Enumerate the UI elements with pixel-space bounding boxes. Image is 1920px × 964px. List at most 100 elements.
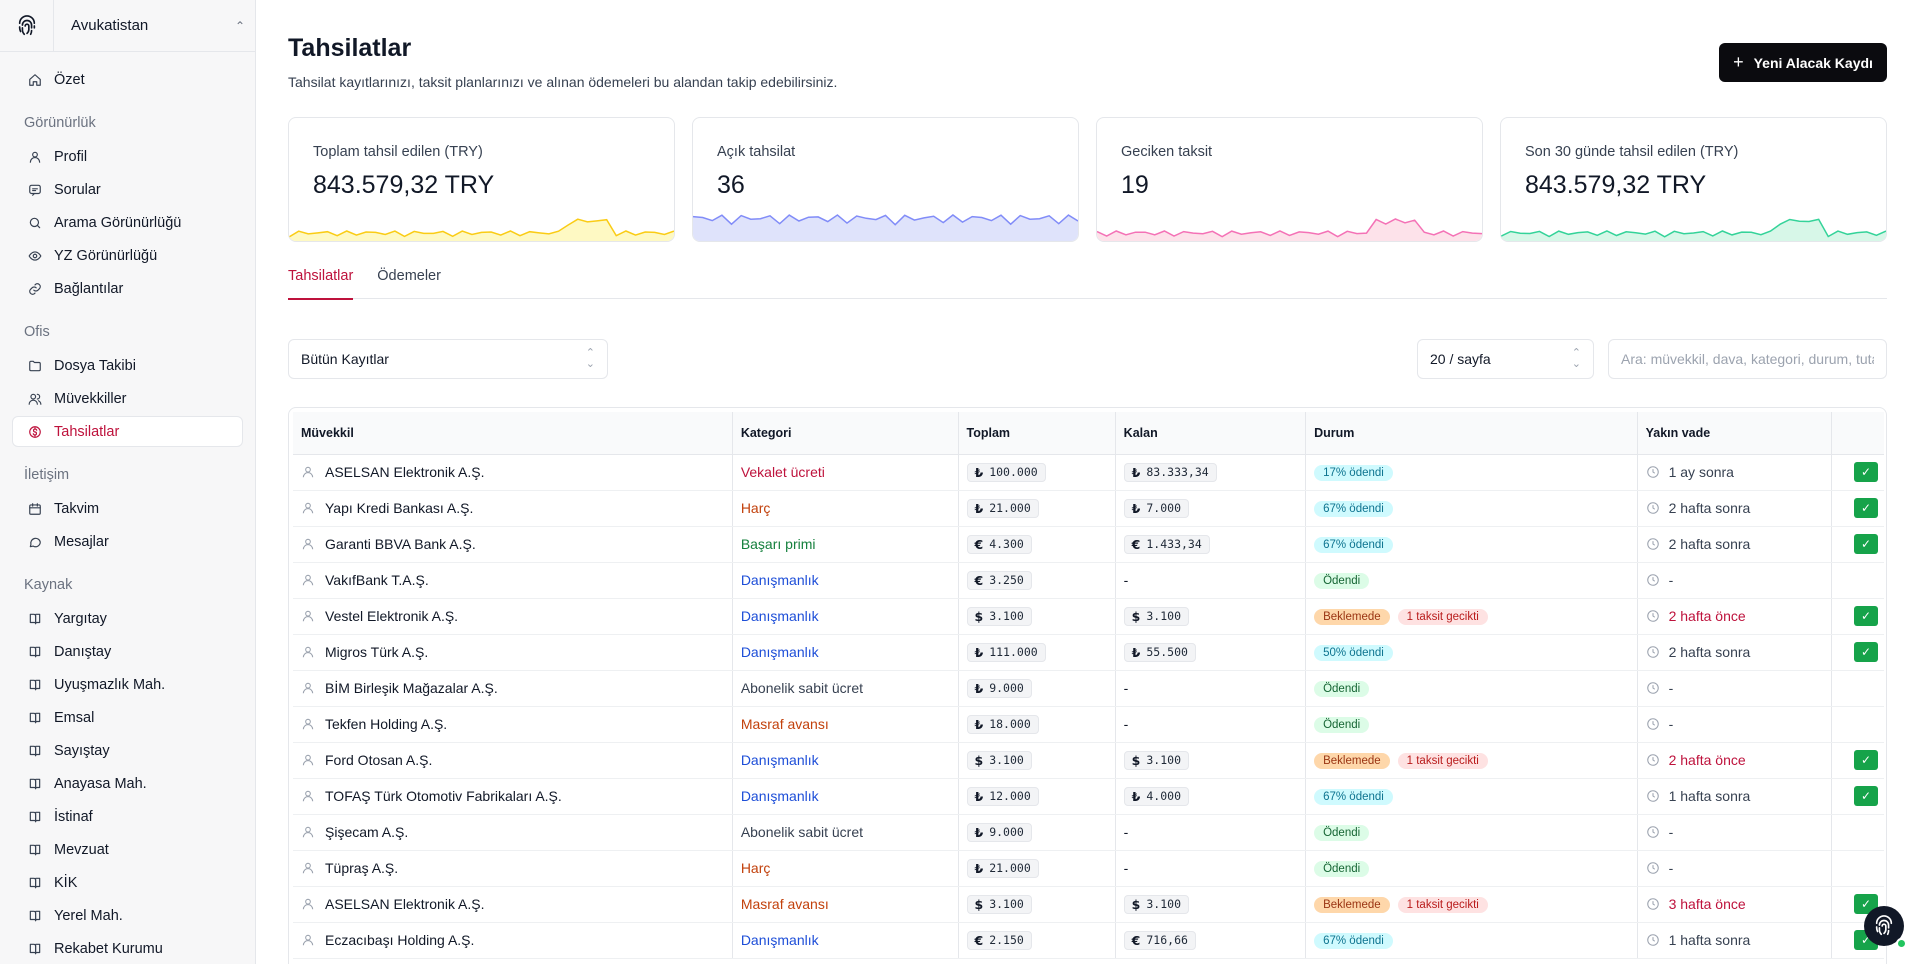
client-name[interactable]: Eczacıbaşı Holding A.Ş. — [325, 932, 475, 948]
table-row[interactable]: VakıfBank T.A.Ş. Danışmanlık €3.250 - Ödendi… — [293, 562, 1884, 599]
table-row[interactable]: Tekfen Holding A.Ş. Masraf avansı ₺ 18.000 -… — [293, 706, 1884, 743]
sidebar-item-özet[interactable]: Özet — [12, 64, 243, 95]
total-value: 9.000 — [989, 681, 1024, 695]
column-header[interactable]: Kalan — [1115, 412, 1307, 455]
client-name[interactable]: Şişecam A.Ş. — [325, 824, 409, 840]
sidebar-item-danıştay[interactable]: Danıştay — [12, 636, 243, 667]
clock-icon — [1646, 466, 1659, 478]
client-name[interactable]: ASELSAN Elektronik A.Ş. — [325, 464, 485, 480]
mark-paid-button[interactable]: ✓ — [1854, 606, 1879, 626]
client-name[interactable]: Migros Türk A.Ş. — [325, 644, 429, 660]
chat-icon — [29, 537, 41, 547]
mark-paid-button[interactable]: ✓ — [1854, 534, 1879, 554]
table-row[interactable]: BİM Birleşik Mağazalar A.Ş. Abonelik sabi… — [293, 670, 1884, 707]
sidebar-item-i-stinaf[interactable]: İstinaf — [12, 801, 243, 832]
total-amount: ₺ 21.000 — [966, 498, 1039, 518]
client-name[interactable]: Tüpraş A.Ş. — [325, 860, 399, 876]
sidebar-item-takvim[interactable]: Takvim — [12, 493, 243, 524]
mark-paid-button[interactable]: ✓ — [1854, 498, 1879, 518]
client-name[interactable]: Vestel Elektronik A.Ş. — [325, 608, 459, 624]
table-row[interactable]: Ford Otosan A.Ş. Danışmanlık $3.100 $3.100 B… — [293, 742, 1884, 779]
due-cell: 2 hafta sonra — [1637, 490, 1833, 527]
client-cell: ASELSAN Elektronik A.Ş. — [293, 886, 733, 923]
mark-paid-button[interactable]: ✓ — [1854, 462, 1879, 482]
total-amount: ₺ 100.000 — [966, 462, 1046, 482]
table-row[interactable]: Eczacıbaşı Holding A.Ş. Danışmanlık €2.150… — [293, 922, 1884, 959]
sidebar-item-arama-görünürlüğü[interactable]: Arama Görünürlüğü — [12, 207, 243, 238]
sidebar-item-mevzuat[interactable]: Mevzuat — [12, 834, 243, 865]
mark-paid-button[interactable]: ✓ — [1854, 642, 1879, 662]
client-name[interactable]: ASELSAN Elektronik A.Ş. — [325, 896, 485, 912]
person-icon — [302, 502, 314, 514]
workspace-switcher[interactable]: Avukatistan ⌃ — [0, 0, 255, 52]
sidebar-item-tahsilatlar[interactable]: Tahsilatlar — [12, 416, 243, 447]
sidebar-item-dosya-takibi[interactable]: Dosya Takibi — [12, 350, 243, 381]
page-subtitle: Tahsilat kayıtlarınızı, taksit planların… — [288, 74, 838, 90]
sidebar-item-emsal[interactable]: Emsal — [12, 702, 243, 733]
column-header[interactable]: Yakın vade — [1637, 412, 1833, 455]
new-receivable-button[interactable]: + Yeni Alacak Kaydı — [1719, 43, 1887, 82]
person-icon — [302, 610, 314, 622]
column-header[interactable]: Durum — [1305, 412, 1638, 455]
table-row[interactable]: ASELSAN Elektronik A.Ş. Masraf avansı $3.1… — [293, 886, 1884, 923]
per-page-select[interactable]: 20 / sayfa ⌃ ⌄ — [1417, 339, 1594, 379]
remaining-value: 83.333,34 — [1146, 465, 1209, 479]
person-icon — [302, 682, 314, 694]
client-name[interactable]: Garanti BBVA Bank A.Ş. — [325, 536, 476, 552]
sidebar-item-label: İstinaf — [54, 808, 93, 825]
sidebar-item-mesajlar[interactable]: Mesajlar — [12, 526, 243, 557]
client-name[interactable]: TOFAŞ Türk Otomotiv Fabrikaları A.Ş. — [325, 788, 562, 804]
total-value: 18.000 — [989, 717, 1031, 731]
column-header[interactable]: Kategori — [732, 412, 959, 455]
users-icon — [28, 393, 42, 405]
late-installment-badge: 1 taksit gecikti — [1397, 753, 1488, 769]
client-name[interactable]: Tekfen Holding A.Ş. — [325, 716, 448, 732]
client-name[interactable]: VakıfBank T.A.Ş. — [325, 572, 429, 588]
table-row[interactable]: Şişecam A.Ş. Abonelik sabit ücret ₺ 9.000 - Ö… — [293, 814, 1884, 851]
sidebar-item-sorular[interactable]: Sorular — [12, 174, 243, 205]
sidebar-item-label: Arama Görünürlüğü — [54, 214, 182, 231]
client-name[interactable]: BİM Birleşik Mağazalar A.Ş. — [325, 680, 498, 696]
sidebar-item-profil[interactable]: Profil — [12, 141, 243, 172]
category-label: Danışmanlık — [740, 644, 819, 660]
column-header[interactable]: Toplam — [958, 412, 1116, 455]
due-cell: 2 hafta önce — [1637, 598, 1833, 635]
column-header[interactable]: Müvekkil — [293, 412, 733, 455]
client-name[interactable]: Yapı Kredi Bankası A.Ş. — [325, 500, 474, 516]
sidebar-item-müvekkiller[interactable]: Müvekkiller — [12, 383, 243, 414]
sidebar-item-yerel-mah-[interactable]: Yerel Mah. — [12, 900, 243, 931]
sidebar-item-bağlantılar[interactable]: Bağlantılar — [12, 273, 243, 304]
sidebar-item-yz-görünürlüğü[interactable]: YZ Görünürlüğü — [12, 240, 243, 271]
clock-icon — [1646, 754, 1659, 766]
sidebar-item-anayasa-mah-[interactable]: Anayasa Mah. — [12, 768, 243, 799]
table-row[interactable]: ASELSAN Elektronik A.Ş. Vekalet ücreti ₺ 10… — [293, 454, 1884, 491]
table-row[interactable]: Vestel Elektronik A.Ş. Danışmanlık $3.100 $… — [293, 598, 1884, 635]
client-name[interactable]: Ford Otosan A.Ş. — [325, 752, 433, 768]
status-badge: 67% ödendi — [1314, 537, 1393, 553]
tab-tahsilatlar[interactable]: Tahsilatlar — [288, 266, 354, 300]
sidebar-item-sayıştay[interactable]: Sayıştay — [12, 735, 243, 766]
records-filter-value: Bütün Kayıtlar — [301, 351, 389, 367]
currency-symbol: ₺ — [1131, 464, 1141, 480]
table-row[interactable]: Garanti BBVA Bank A.Ş. Başarı primi €4.300… — [293, 526, 1884, 563]
table-row[interactable]: Tüpraş A.Ş. Harç ₺ 21.000 - Ödendi - — [293, 850, 1884, 887]
table-row[interactable]: TOFAŞ Türk Otomotiv Fabrikaları A.Ş. Danı… — [293, 778, 1884, 815]
mark-paid-button[interactable]: ✓ — [1854, 786, 1879, 806]
column-header[interactable] — [1831, 412, 1884, 455]
sidebar-item-yargıtay[interactable]: Yargıtay — [12, 603, 243, 634]
sidebar-item-ki-k[interactable]: KİK — [12, 867, 243, 898]
mark-paid-button[interactable]: ✓ — [1854, 750, 1879, 770]
tab-odemeler[interactable]: Ödemeler — [377, 268, 441, 284]
search-input[interactable] — [1608, 339, 1887, 379]
records-filter-select[interactable]: Bütün Kayıtlar ⌃ ⌄ — [288, 339, 608, 379]
stat-card-value: 843.579,32 TRY — [313, 171, 495, 199]
sidebar-item-uyuşmazlık-mah-[interactable]: Uyuşmazlık Mah. — [12, 669, 243, 700]
person-icon — [302, 790, 314, 802]
table-row[interactable]: Migros Türk A.Ş. Danışmanlık ₺ 111.000 ₺ 55.5… — [293, 634, 1884, 671]
total-value: 111.000 — [989, 645, 1038, 659]
total-amount: $3.100 — [966, 894, 1032, 914]
table-row[interactable]: Yapı Kredi Bankası A.Ş. Harç ₺ 21.000 ₺ 7.000… — [293, 490, 1884, 527]
remaining-cell: - — [1115, 562, 1307, 599]
sidebar-item-rekabet-kurumu[interactable]: Rekabet Kurumu — [12, 933, 243, 964]
client-cell: ASELSAN Elektronik A.Ş. — [293, 454, 733, 491]
